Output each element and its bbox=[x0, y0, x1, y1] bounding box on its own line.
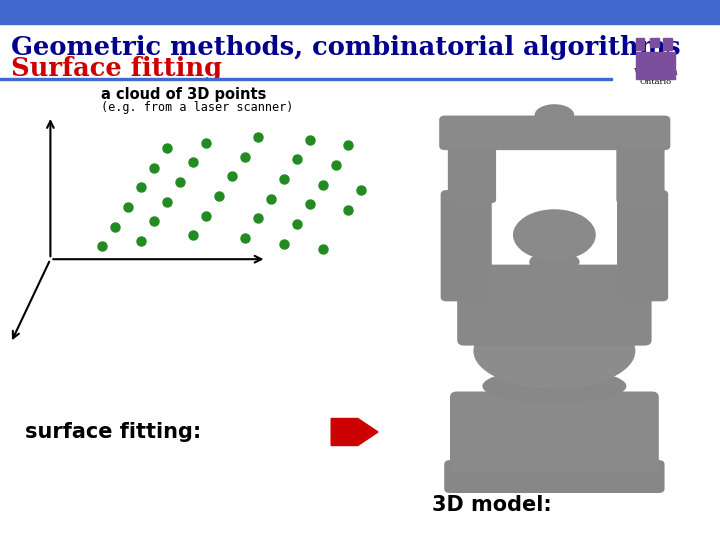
FancyBboxPatch shape bbox=[450, 392, 659, 472]
Text: surface fitting:: surface fitting: bbox=[25, 422, 202, 442]
Ellipse shape bbox=[445, 185, 488, 206]
Bar bbox=[425, 84, 684, 494]
Bar bbox=[636, 52, 675, 79]
Bar bbox=[0, 0, 720, 24]
FancyBboxPatch shape bbox=[457, 265, 652, 346]
Text: (e.g. from a laser scanner): (e.g. from a laser scanner) bbox=[101, 102, 293, 114]
Text: The University of: The University of bbox=[623, 8, 688, 16]
Text: a cloud of 3D points: a cloud of 3D points bbox=[101, 87, 266, 102]
FancyBboxPatch shape bbox=[448, 143, 496, 203]
FancyBboxPatch shape bbox=[439, 116, 670, 150]
Ellipse shape bbox=[474, 313, 635, 389]
Text: 3D model:: 3D model: bbox=[432, 495, 552, 515]
FancyBboxPatch shape bbox=[441, 190, 492, 301]
Bar bbox=[636, 38, 644, 50]
Ellipse shape bbox=[513, 210, 596, 261]
Text: Geometric methods, combinatorial algorithms: Geometric methods, combinatorial algorit… bbox=[11, 35, 680, 60]
FancyArrow shape bbox=[331, 418, 378, 445]
Ellipse shape bbox=[621, 185, 664, 206]
Text: Surface fitting: Surface fitting bbox=[11, 56, 222, 81]
Ellipse shape bbox=[482, 368, 626, 404]
FancyBboxPatch shape bbox=[616, 143, 665, 203]
Bar bbox=[663, 38, 672, 50]
Ellipse shape bbox=[534, 104, 575, 126]
FancyBboxPatch shape bbox=[617, 190, 668, 301]
Text: Western: Western bbox=[633, 69, 678, 77]
Text: Ontario: Ontario bbox=[639, 78, 671, 86]
FancyBboxPatch shape bbox=[444, 460, 665, 493]
Bar bbox=[0, 78, 612, 80]
Ellipse shape bbox=[529, 251, 580, 273]
Bar bbox=[650, 38, 659, 47]
